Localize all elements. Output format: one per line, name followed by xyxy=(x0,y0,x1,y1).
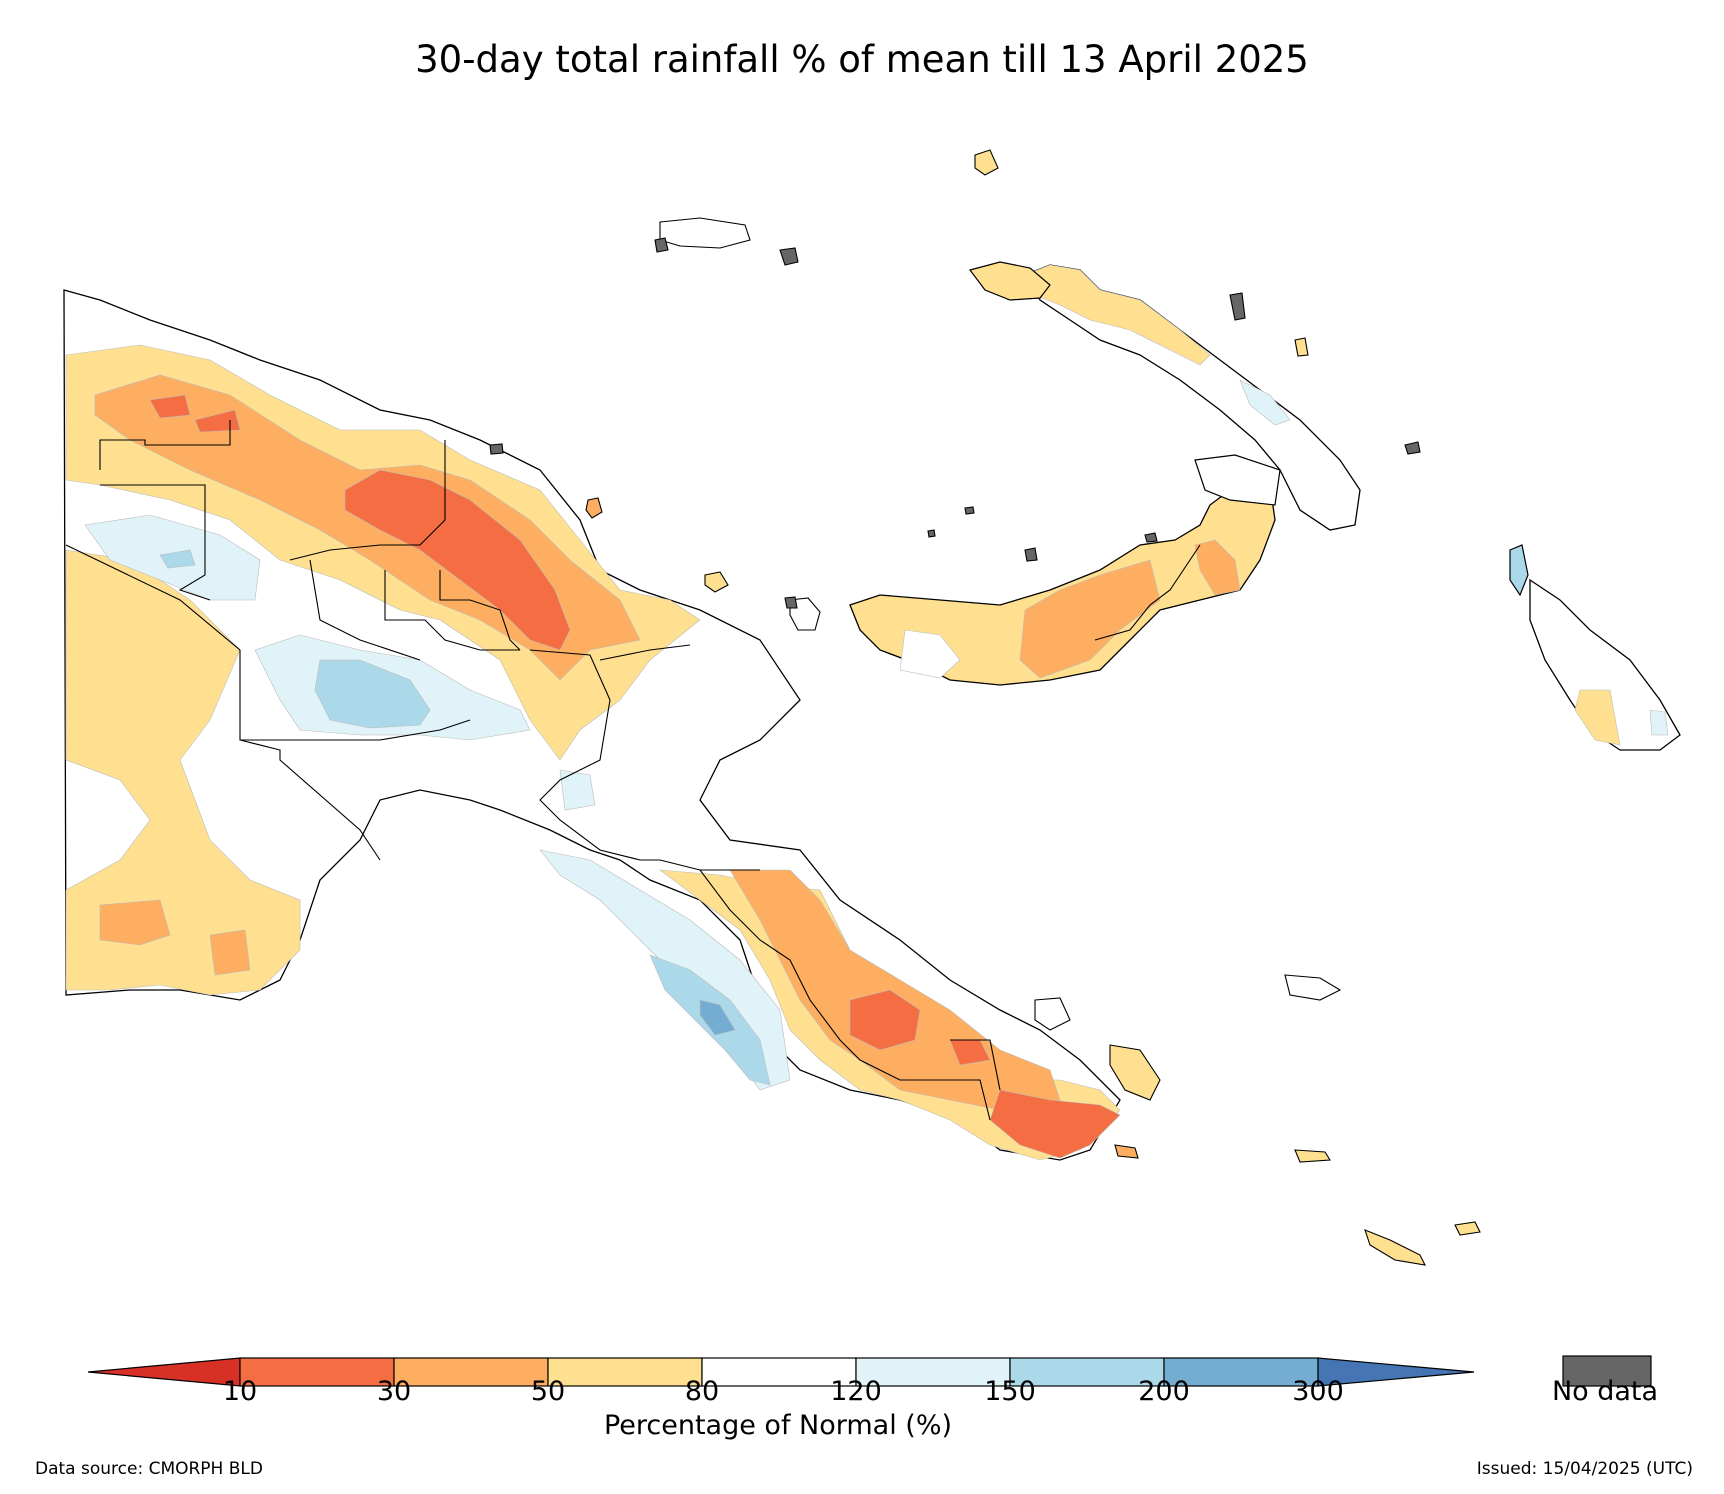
small-islands xyxy=(489,149,1481,1266)
bougainville-120-150 xyxy=(1649,709,1669,736)
umboi-island xyxy=(789,597,821,631)
bougainville xyxy=(1509,544,1681,751)
colorbar-extend-high xyxy=(1317,1357,1475,1387)
nodata-island-b xyxy=(489,443,504,455)
colorbar-tick-10: 10 xyxy=(222,1376,258,1407)
mainland-png xyxy=(63,289,1121,1161)
new-britain-white-a xyxy=(899,629,961,679)
colorbar-tick-200: 200 xyxy=(1138,1376,1190,1407)
zone-highlands-150-200 xyxy=(314,659,431,729)
colorbar-tick-120: 120 xyxy=(830,1376,882,1407)
nodata-island-d xyxy=(1404,441,1421,455)
colorbar-bin-30-50 xyxy=(393,1357,549,1387)
zone-milne-10-30 xyxy=(989,1089,1121,1159)
manus-island xyxy=(659,217,751,249)
nodata-island-a xyxy=(654,237,669,253)
new-ireland-120-150 xyxy=(1239,379,1291,426)
karkar-island xyxy=(585,497,603,519)
new-britain-30-50-b xyxy=(1194,539,1241,596)
colorbar-bin-200-300 xyxy=(1163,1357,1319,1387)
data-source-note: Data source: CMORPH BLD xyxy=(35,1459,263,1479)
colorbar-tick-300: 300 xyxy=(1292,1376,1344,1407)
trobriand-island xyxy=(1284,974,1342,1001)
nodata-swatch xyxy=(1562,1355,1652,1387)
mussau-island xyxy=(974,149,999,176)
new-britain-30-50 xyxy=(1019,559,1161,679)
zone-papua-10-30-a xyxy=(849,989,921,1051)
new-ireland-50-80 xyxy=(1024,264,1211,366)
zone-gulf-200-300 xyxy=(699,999,736,1036)
new-britain-base xyxy=(849,484,1276,686)
province-borders xyxy=(65,420,1001,1121)
zone-western-50-80 xyxy=(65,549,301,996)
new-hanover xyxy=(968,261,1051,301)
long-island xyxy=(704,571,729,593)
issued-date: Issued: 15/04/2025 (UTC) xyxy=(1476,1459,1693,1479)
louisiade-a xyxy=(1294,1149,1331,1163)
buka-island xyxy=(1509,544,1529,597)
umboi-nodata xyxy=(784,596,798,609)
colorbar-tick-80: 80 xyxy=(684,1376,720,1407)
zone-nw-10-30-a xyxy=(149,394,191,419)
nodata-label: No data xyxy=(1551,1376,1659,1407)
zone-western-30-50-b xyxy=(209,929,251,976)
manus-nodata xyxy=(779,247,799,266)
dentrecasteaux-b xyxy=(1109,1044,1161,1101)
misima-island xyxy=(1114,1144,1139,1159)
zone-highlands-150-200-b xyxy=(159,549,196,569)
colorbar xyxy=(87,1357,1475,1387)
bougainville-base xyxy=(1529,578,1681,751)
dentrecasteaux-a xyxy=(1034,997,1071,1031)
colorbar-tick-150: 150 xyxy=(984,1376,1036,1407)
bougainville-50-80 xyxy=(1574,689,1621,746)
nodata-island-c xyxy=(1229,292,1246,321)
nodata-island-h xyxy=(927,529,936,538)
tagula-island xyxy=(1364,1229,1426,1266)
zone-nw-10-30-b xyxy=(194,409,241,433)
new-ireland xyxy=(968,261,1361,531)
colorbar-bin-80-120 xyxy=(701,1357,857,1387)
new-britain xyxy=(849,454,1281,686)
feni-island xyxy=(1294,337,1309,357)
map-title: 30-day total rainfall % of mean till 13 … xyxy=(415,38,1309,81)
new-britain-white-b xyxy=(1194,454,1281,506)
nodata-island-f xyxy=(1144,532,1158,543)
colorbar-tick-50: 50 xyxy=(530,1376,566,1407)
zone-sepik-10-30 xyxy=(344,469,571,651)
colorbar-bin-150-200 xyxy=(1009,1357,1165,1387)
zone-western-30-50-a xyxy=(99,899,171,946)
rossel-island xyxy=(1454,1221,1481,1236)
nodata-island-g xyxy=(964,506,975,515)
zone-lowland-120-150 xyxy=(559,769,596,811)
colorbar-title: Percentage of Normal (%) xyxy=(603,1410,953,1441)
nodata-island-e xyxy=(1024,547,1038,562)
colorbar-tick-30: 30 xyxy=(376,1376,412,1407)
